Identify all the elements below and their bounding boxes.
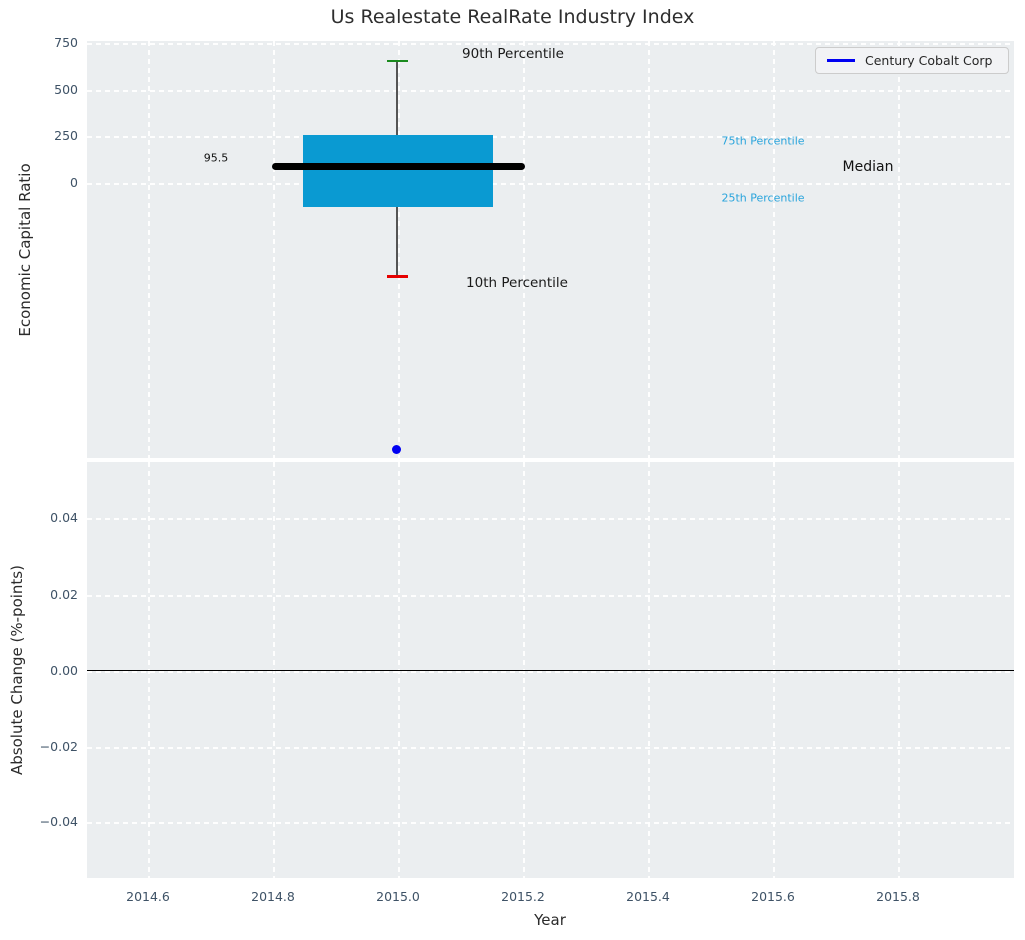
x-axis-label: Year <box>534 911 566 929</box>
ytick-0.00: 0.00 <box>50 663 78 678</box>
legend-series-label: Century Cobalt Corp <box>865 53 993 68</box>
gridline-horizontal <box>87 747 1014 749</box>
gridline-vertical <box>398 41 400 458</box>
company-data-point <box>392 445 401 454</box>
median-label: Median <box>842 159 894 175</box>
bottom-y-axis-label: Absolute Change (%-points) <box>8 565 26 775</box>
ytick--0.02: −0.02 <box>39 739 78 754</box>
gridline-horizontal <box>87 90 1014 92</box>
p25-label: 25th Percentile <box>721 191 805 205</box>
zero-reference-line <box>87 669 1014 672</box>
gridline-horizontal <box>87 671 1014 673</box>
xtick-2014.6: 2014.6 <box>126 889 170 904</box>
gridline-vertical <box>273 41 275 458</box>
gridline-vertical <box>648 41 650 458</box>
ytick-0: 0 <box>70 175 78 190</box>
p90-label: 90th Percentile <box>462 46 564 62</box>
p75-label: 75th Percentile <box>721 134 805 148</box>
gridline-vertical <box>773 41 775 458</box>
legend-line-swatch <box>827 59 855 62</box>
median-line <box>272 162 525 170</box>
chart-title: Us Realestate RealRate Industry Index <box>330 6 695 28</box>
xtick-2015.2: 2015.2 <box>501 889 545 904</box>
xtick-2015.4: 2015.4 <box>626 889 670 904</box>
gridline-horizontal <box>87 822 1014 824</box>
p90-cap <box>387 59 408 63</box>
bottom-axes <box>87 462 1014 878</box>
gridline-vertical <box>898 41 900 458</box>
gridline-horizontal <box>87 43 1014 45</box>
ytick-250: 250 <box>54 128 78 143</box>
xtick-2015.6: 2015.6 <box>751 889 795 904</box>
xtick-2015.0: 2015.0 <box>376 889 420 904</box>
p10-cap <box>387 275 408 278</box>
gridline-vertical <box>523 41 525 458</box>
gridline-horizontal <box>87 518 1014 520</box>
gridline-vertical <box>148 41 150 458</box>
xtick-2014.8: 2014.8 <box>251 889 295 904</box>
xtick-2015.8: 2015.8 <box>876 889 920 904</box>
ytick-0.04: 0.04 <box>50 510 78 525</box>
ytick-500: 500 <box>54 82 78 97</box>
ytick-0.02: 0.02 <box>50 587 78 602</box>
median-value-label: 95.5 <box>203 151 229 165</box>
top-y-axis-label: Economic Capital Ratio <box>16 163 34 337</box>
iqr-box <box>303 135 493 207</box>
gridline-horizontal <box>87 136 1014 138</box>
ytick-750: 750 <box>54 35 78 50</box>
p10-label: 10th Percentile <box>466 275 568 291</box>
ytick--0.04: −0.04 <box>39 814 78 829</box>
gridline-horizontal <box>87 183 1014 185</box>
legend: Century Cobalt Corp <box>815 47 1009 74</box>
top-axes: 90th Percentile 10th Percentile 75th Per… <box>87 41 1014 458</box>
gridline-horizontal <box>87 595 1014 597</box>
